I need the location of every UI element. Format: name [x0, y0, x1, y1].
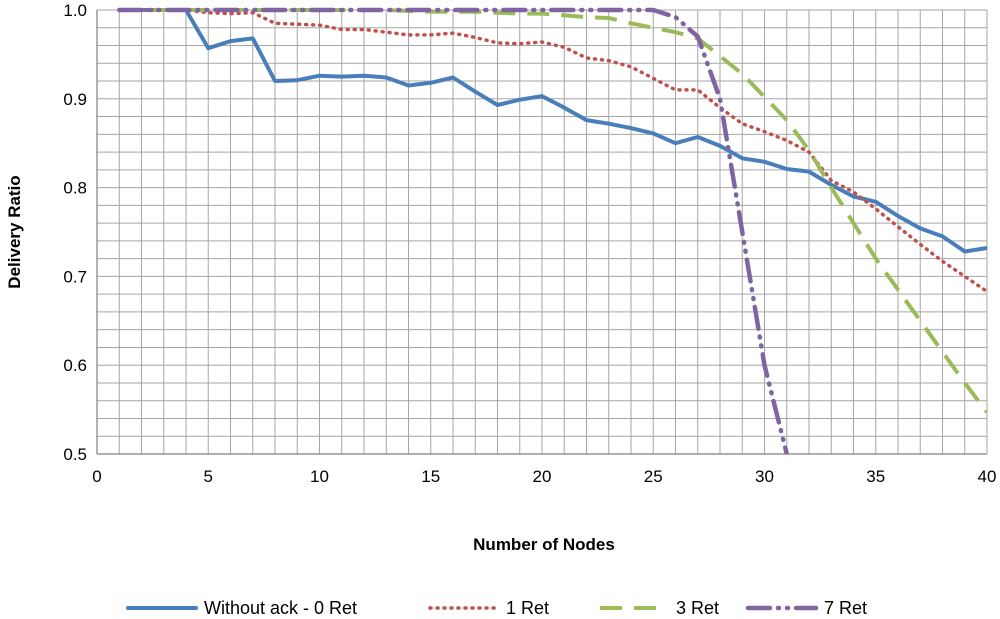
legend-label-4: 7 Ret	[824, 598, 867, 618]
y-tick-label: 0.6	[63, 356, 87, 375]
x-tick-label: 20	[533, 467, 552, 486]
x-tick-label: 35	[866, 467, 885, 486]
series-line-4	[117, 7, 790, 454]
y-tick-label: 1.0	[63, 1, 87, 20]
legend-label-2: 1 Ret	[506, 598, 549, 618]
tick-labels: 0 5 10 15 20 25 30 35 40 0.5 0.6 0.7 0.8 0.9 1.0	[63, 1, 996, 486]
y-tick-label: 0.5	[63, 445, 87, 464]
x-tick-label: 0	[92, 467, 101, 486]
x-axis-title: Number of Nodes	[473, 535, 615, 554]
axes	[96, 10, 987, 455]
x-tick-label: 30	[755, 467, 774, 486]
grid	[97, 9, 988, 454]
series-line-2	[117, 8, 987, 294]
x-tick-label: 25	[644, 467, 663, 486]
legend-label-1: Without ack - 0 Ret	[204, 598, 357, 618]
y-tick-label: 0.9	[63, 90, 87, 109]
x-tick-label: 10	[310, 467, 329, 486]
y-tick-label: 0.7	[63, 267, 87, 286]
x-tick-label: 5	[204, 467, 213, 486]
x-tick-label: 15	[421, 467, 440, 486]
y-tick-label: 0.8	[63, 179, 87, 198]
y-axis-title: Delivery Ratio	[5, 175, 24, 288]
series-line-1	[117, 8, 987, 254]
series-lines	[117, 7, 987, 454]
x-tick-label: 40	[978, 467, 997, 486]
legend: Without ack - 0 Ret 1 Ret 3 Ret 7 Ret	[126, 598, 867, 618]
legend-label-3: 3 Ret	[676, 598, 719, 618]
series-line-3	[119, 8, 987, 414]
